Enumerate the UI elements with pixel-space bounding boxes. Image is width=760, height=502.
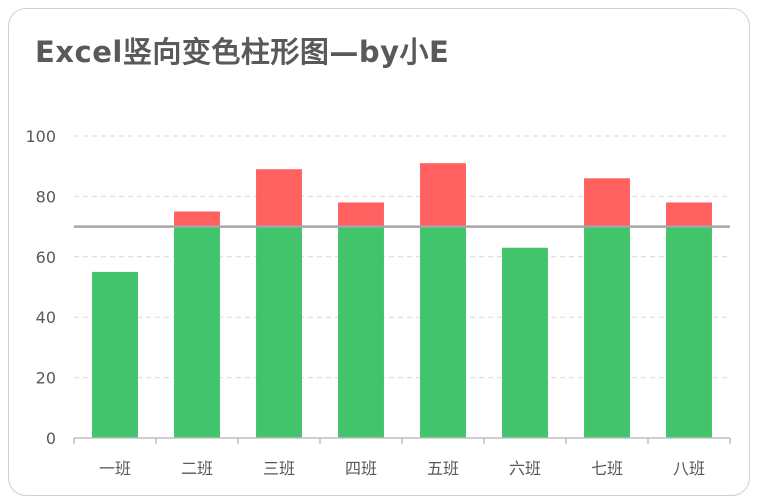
- bar-三班-base: [256, 226, 302, 438]
- bar-一班-base: [92, 271, 138, 438]
- bars: [92, 163, 712, 438]
- bar-七班-base: [584, 226, 630, 438]
- bar-三班-excess: [256, 169, 302, 227]
- bar-七班-excess: [584, 178, 630, 227]
- bar-六班-base: [502, 247, 548, 438]
- bar-四班-excess: [338, 202, 384, 227]
- gridlines: [74, 135, 730, 379]
- x-tick-label: 八班: [673, 459, 705, 478]
- x-tick-label: 一班: [99, 459, 131, 478]
- y-tick-label: 80: [36, 187, 56, 206]
- bar-四班-base: [338, 226, 384, 438]
- bar-二班-excess: [174, 211, 220, 227]
- y-tick-label: 60: [36, 248, 56, 267]
- bar-八班-excess: [666, 202, 712, 227]
- x-tick-label: 三班: [263, 459, 295, 478]
- y-tick-label: 20: [36, 369, 56, 388]
- x-tick-label: 六班: [509, 459, 541, 478]
- x-tick-labels: 一班 二班 三班 四班 五班 六班 七班 八班: [99, 459, 705, 478]
- bar-五班-base: [420, 226, 466, 438]
- y-tick-label: 40: [36, 308, 56, 327]
- y-tick-label: 100: [25, 127, 56, 146]
- axes: [73, 437, 731, 444]
- x-tick-label: 五班: [427, 459, 459, 478]
- bar-二班-base: [174, 226, 220, 438]
- x-tick-label: 二班: [181, 459, 213, 478]
- bar-八班-base: [666, 226, 712, 438]
- x-tick-label: 七班: [591, 459, 623, 478]
- y-tick-labels: 0 20 40 60 80 100: [25, 127, 56, 448]
- x-tick-label: 四班: [345, 459, 377, 478]
- bar-五班-excess: [420, 163, 466, 227]
- y-tick-label: 0: [46, 429, 56, 448]
- chart-title: Excel竖向变色柱形图—by小E: [35, 35, 450, 69]
